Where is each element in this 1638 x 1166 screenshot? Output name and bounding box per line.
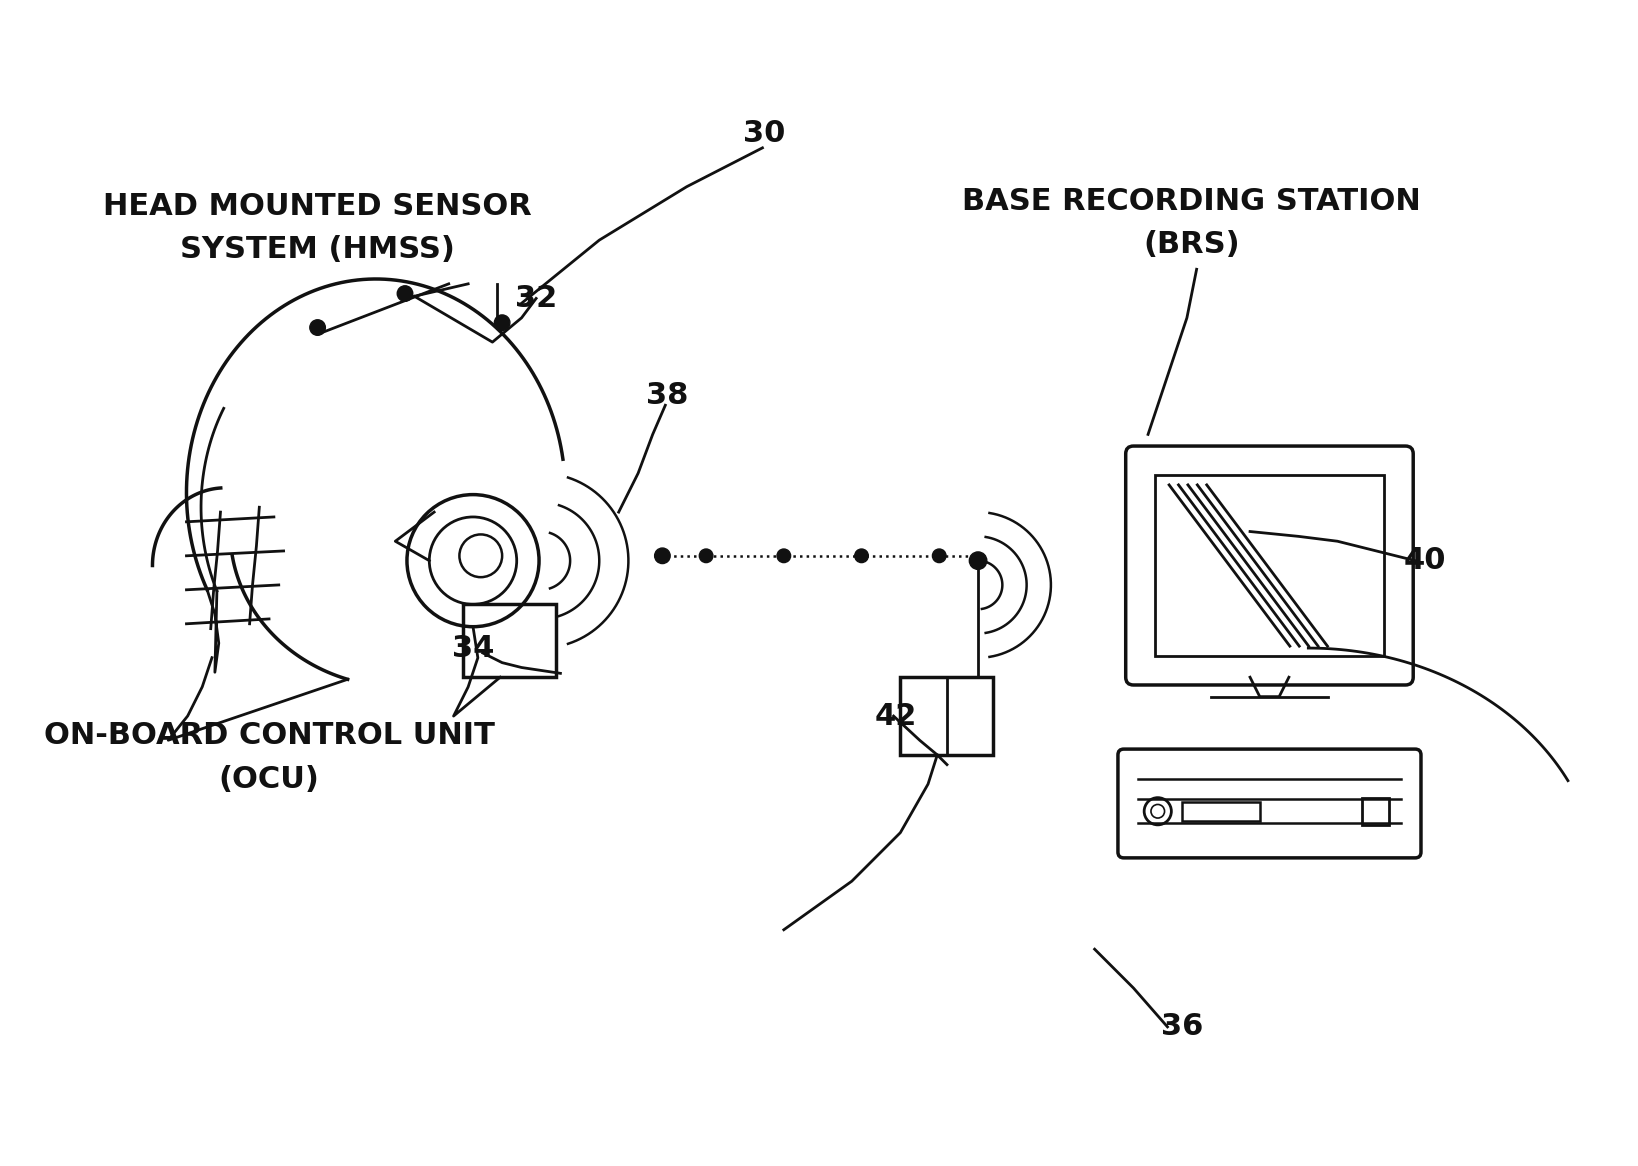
Bar — [1183, 801, 1260, 821]
Text: (OCU): (OCU) — [218, 765, 319, 794]
Text: 32: 32 — [514, 283, 557, 312]
Bar — [464, 604, 555, 677]
Text: (BRS): (BRS) — [1143, 231, 1240, 260]
Circle shape — [776, 549, 791, 563]
Circle shape — [699, 549, 713, 563]
Circle shape — [398, 286, 413, 301]
Bar — [1361, 798, 1389, 824]
Text: 36: 36 — [1161, 1012, 1204, 1041]
Text: 34: 34 — [452, 633, 495, 662]
Text: 38: 38 — [645, 381, 688, 410]
Bar — [1155, 476, 1384, 655]
Circle shape — [310, 319, 326, 336]
Circle shape — [970, 552, 986, 569]
Text: SYSTEM (HMSS): SYSTEM (HMSS) — [180, 236, 455, 265]
Text: 42: 42 — [875, 702, 917, 731]
Bar — [901, 677, 993, 754]
Text: ON-BOARD CONTROL UNIT: ON-BOARD CONTROL UNIT — [44, 721, 495, 750]
Circle shape — [932, 549, 947, 563]
Text: BASE RECORDING STATION: BASE RECORDING STATION — [963, 187, 1422, 216]
Text: 40: 40 — [1404, 546, 1446, 575]
Text: 30: 30 — [744, 119, 786, 148]
Circle shape — [655, 548, 670, 563]
Circle shape — [495, 315, 509, 330]
Text: HEAD MOUNTED SENSOR: HEAD MOUNTED SENSOR — [103, 191, 532, 220]
Circle shape — [855, 549, 868, 563]
